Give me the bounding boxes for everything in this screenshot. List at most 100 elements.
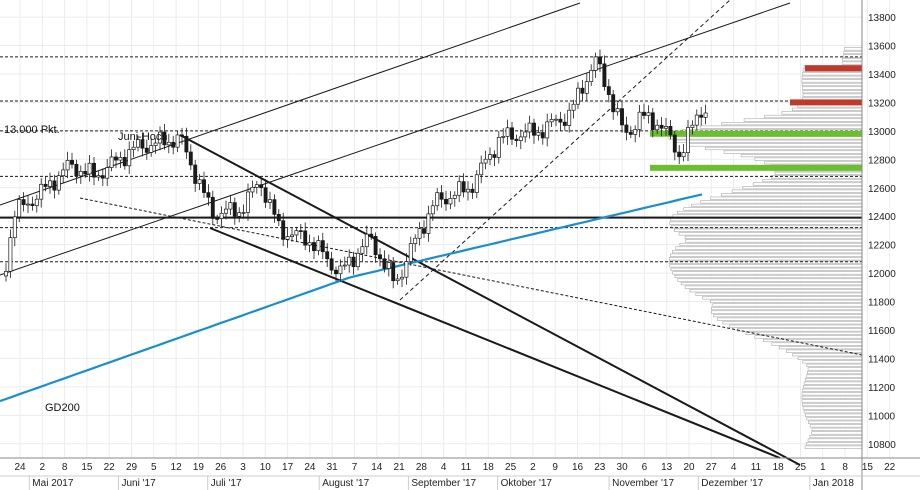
candle-body — [681, 152, 686, 158]
candle-body — [382, 258, 387, 269]
x-tick-label: 2 — [40, 462, 46, 473]
volume-profile-bar — [669, 253, 863, 257]
candle-body — [114, 156, 118, 161]
volume-profile-bar — [711, 310, 863, 314]
candle-body — [26, 203, 30, 206]
candle-body — [518, 136, 523, 141]
price-zone — [805, 65, 862, 72]
candle-body — [298, 230, 303, 233]
candle-body — [664, 126, 668, 129]
volume-profile-bar — [687, 143, 863, 147]
volume-profile-bar — [713, 314, 863, 318]
candle-body — [228, 202, 233, 210]
candle-body — [549, 119, 554, 123]
candle-body — [241, 212, 246, 214]
candle-body — [554, 118, 558, 121]
candle-body — [131, 146, 136, 151]
volume-profile-bar — [801, 75, 863, 79]
candle-body — [593, 56, 598, 71]
volume-profile-bar — [740, 154, 863, 158]
volume-profile-bar — [722, 321, 863, 325]
x-tick-label: 18 — [773, 462, 785, 473]
volume-profile-bar — [668, 257, 863, 261]
volume-profile-bar — [683, 207, 863, 211]
downtrend-line-upper — [179, 134, 801, 466]
volume-profile-bar — [764, 161, 863, 165]
volume-profile-bar — [803, 410, 863, 414]
candle-body — [699, 114, 704, 118]
x-tick-label: 9 — [552, 462, 558, 473]
candle-body — [206, 192, 211, 198]
candle-body — [602, 63, 607, 87]
candle-body — [690, 124, 695, 128]
volume-profile-bar — [809, 424, 863, 428]
candle-body — [175, 134, 180, 148]
candle-body — [105, 167, 110, 179]
x-tick-label: 27 — [706, 462, 718, 473]
candle-body — [338, 265, 343, 275]
candle-body — [303, 230, 308, 246]
candle-body — [268, 199, 272, 203]
volume-profile-bar — [806, 363, 863, 367]
volume-profile-bar — [811, 427, 863, 431]
candle-body — [52, 180, 57, 191]
y-tick-label: 13600 — [868, 42, 896, 53]
candle-body — [202, 179, 206, 193]
candle-body — [136, 139, 140, 148]
volume-profile-bar — [802, 406, 863, 410]
volume-profile-bar — [842, 58, 863, 62]
volume-profile-bar — [695, 292, 863, 296]
candle-body — [488, 154, 492, 160]
volume-profile-bar — [807, 438, 863, 442]
candle-body — [109, 156, 114, 168]
candle-body — [351, 256, 356, 268]
candle-body — [540, 132, 545, 139]
candle-body — [646, 112, 651, 116]
candle-body — [224, 208, 228, 214]
candle-body — [307, 242, 312, 246]
candle-body — [558, 118, 563, 123]
volume-profile-bar — [729, 324, 863, 328]
y-tick-label: 13200 — [868, 98, 896, 109]
dashed-support-line — [79, 197, 863, 356]
candle-body — [567, 109, 572, 126]
volume-profile-bar — [670, 267, 863, 271]
candle-body — [334, 269, 338, 275]
level-label-13000: 13.000 Pkt. — [4, 124, 60, 136]
volume-profile-bar — [804, 413, 863, 417]
candle-body — [184, 135, 189, 153]
candle-body — [448, 197, 453, 205]
volume-profile-bar — [754, 157, 863, 161]
volume-profile-bar — [797, 356, 863, 360]
candle-body — [545, 121, 550, 139]
y-tick-label: 10800 — [868, 440, 896, 451]
candle-body — [615, 108, 620, 113]
volume-profile-bar — [699, 125, 863, 129]
x-tick-label: 24 — [14, 462, 26, 473]
volume-profile-bar — [669, 221, 863, 225]
upper-channel-line — [0, 2, 581, 206]
candle-body — [606, 86, 611, 95]
volume-profile-bar — [781, 111, 863, 115]
candle-body — [668, 126, 673, 136]
candle-body — [452, 194, 457, 199]
volume-profile-bar — [731, 189, 863, 193]
volume-profile-bar — [674, 139, 863, 143]
x-tick-label: 5 — [151, 462, 157, 473]
volume-profile-bar — [668, 136, 863, 140]
volume-profile-bar — [679, 242, 863, 247]
volume-profile-bar — [674, 274, 863, 279]
x-tick-label: 28 — [416, 462, 428, 473]
volume-profile-bar — [721, 122, 863, 126]
volume-profile-bar — [809, 434, 863, 439]
candle-body — [483, 158, 488, 164]
x-tick-label: 20 — [683, 462, 695, 473]
volume-profile-bar — [700, 200, 863, 204]
volume-profile-bar — [711, 306, 863, 311]
ma200-layer — [0, 193, 703, 403]
candle-body — [65, 159, 70, 171]
x-tick-label: 15 — [862, 462, 874, 473]
candle-body — [34, 198, 39, 206]
candle-body — [188, 151, 193, 166]
x-tick-label: 22 — [104, 462, 116, 473]
